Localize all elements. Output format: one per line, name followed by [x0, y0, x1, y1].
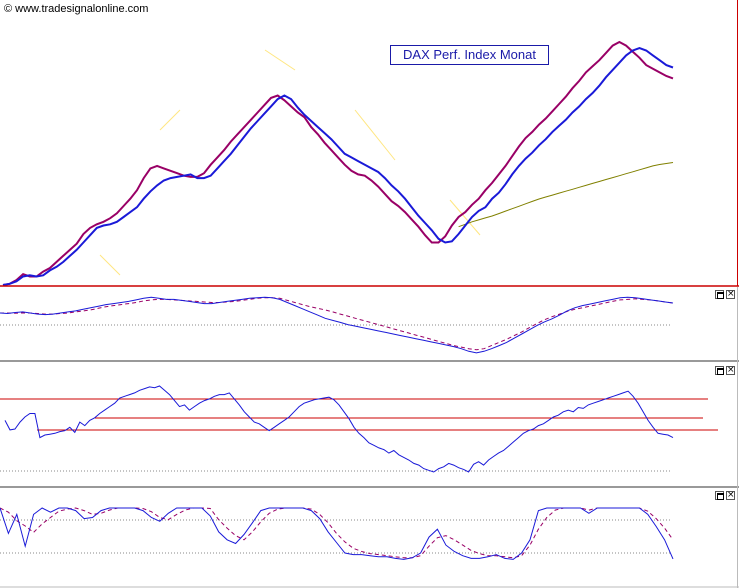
- maximize-icon[interactable]: [715, 290, 724, 299]
- maximize-icon[interactable]: [715, 491, 724, 500]
- copyright-text: © www.tradesignalonline.com: [4, 3, 149, 15]
- close-icon[interactable]: ×: [726, 365, 735, 375]
- chart-title: DAX Perf. Index Monat: [390, 45, 549, 65]
- series-main: [4, 385, 674, 473]
- guide-line-2: [264, 49, 296, 71]
- series-signal: [0, 297, 674, 351]
- oscillator-panel-2: [0, 385, 718, 473]
- oscillator-panel-1: [0, 296, 674, 354]
- series-signal: [2, 40, 674, 286]
- price-panel: [2, 40, 674, 286]
- series-main: [0, 296, 674, 354]
- series-signal: [0, 507, 674, 559]
- guide-line-1: [159, 109, 181, 131]
- close-icon[interactable]: ×: [726, 490, 735, 500]
- maximize-icon[interactable]: [715, 366, 724, 375]
- guide-line-3: [354, 109, 396, 161]
- panel-2-controls: ×: [715, 366, 738, 377]
- close-icon[interactable]: ×: [726, 289, 735, 299]
- guide-line-0: [99, 254, 121, 276]
- guide-line-4: [449, 199, 481, 236]
- panel-3-controls: ×: [715, 491, 738, 502]
- panel-1-controls: ×: [715, 290, 738, 301]
- series-long-average: [458, 162, 674, 228]
- oscillator-panel-3: [0, 507, 674, 560]
- series-main: [0, 507, 674, 560]
- series-price: [2, 47, 674, 286]
